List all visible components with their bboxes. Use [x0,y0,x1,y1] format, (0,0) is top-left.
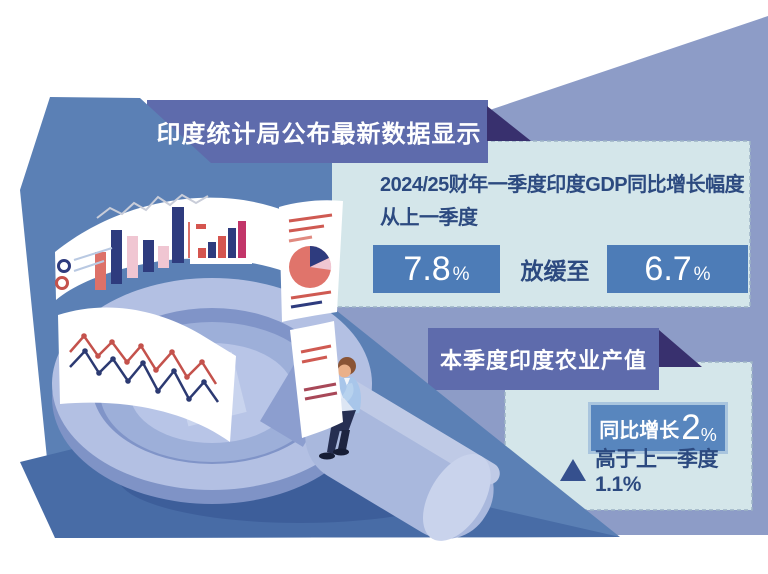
gdp-current-value-box: 6.7 % [607,245,748,293]
agri-growth-unit: % [700,424,717,445]
agri-banner-bg [428,328,659,390]
agri-note: 高于上一季度1.1% [560,448,760,496]
gdp-current-value: 6.7 [644,249,692,288]
gdp-previous-value-box: 7.8 % [373,245,500,293]
header-banner-label: 印度统计局公布最新数据显示 [156,121,482,148]
gdp-connector-text: 放缓至 [520,258,590,284]
agri-banner: 本季度印度农业产值 [428,328,659,390]
agri-banner-fold [659,330,702,367]
agri-note-text: 高于上一季度1.1% [595,448,719,496]
header-banner: 印度统计局公布最新数据显示 [150,100,488,163]
gdp-previous-unit: % [452,264,470,285]
gdp-previous-value: 7.8 [403,249,451,288]
gdp-text-line2: 从上一季度 [380,206,478,229]
agri-banner-label: 本季度印度农业产值 [439,348,647,373]
agri-growth-label: 同比增长 [599,419,680,442]
header-banner-fold [487,106,531,141]
header-banner-bg [147,100,488,163]
line-chart-band [58,307,236,442]
up-triangle-icon [560,459,586,481]
pie-chart-band [279,200,343,438]
gdp-text-line1: 2024/25财年一季度印度GDP同比增长幅度 [380,173,745,196]
mini-bar-chart-panel [190,214,252,264]
gdp-current-unit: % [693,264,711,285]
agri-growth-value: 2 [681,408,701,447]
agri-growth-box: 同比增长 2 % [588,402,728,454]
